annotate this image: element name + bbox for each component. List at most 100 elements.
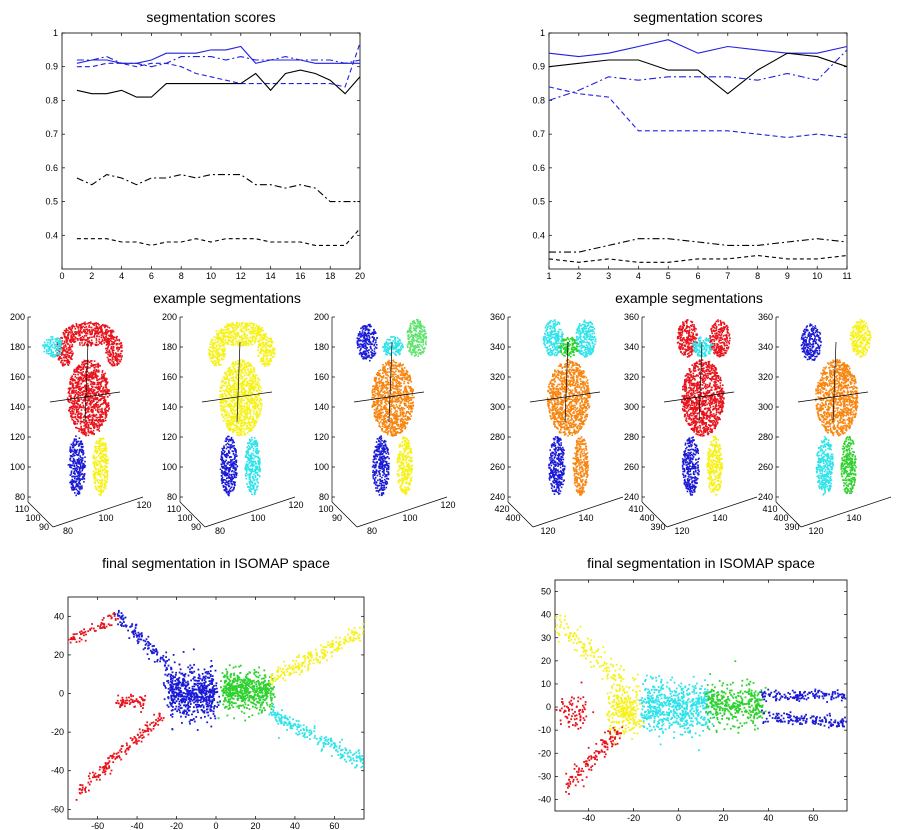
cloud-point xyxy=(103,467,106,470)
cloud-point xyxy=(91,423,93,425)
cloud-point xyxy=(104,444,106,447)
cloud-point xyxy=(231,411,234,414)
cloud-point xyxy=(228,329,230,332)
cloud-point xyxy=(224,469,227,471)
cloud-point xyxy=(253,418,255,421)
cloud-point xyxy=(217,335,219,337)
cloud-point xyxy=(79,337,81,340)
cloud-point xyxy=(84,339,87,341)
cloud-point xyxy=(235,340,237,343)
cloud-point xyxy=(256,449,259,452)
cloud-point xyxy=(105,347,107,350)
cloud-point xyxy=(231,450,234,452)
cloud-point xyxy=(229,480,232,483)
cloud-point xyxy=(76,396,79,399)
cloud-point xyxy=(216,348,218,351)
cloud-point xyxy=(235,323,238,325)
cloud-point xyxy=(72,486,74,488)
cloud-point xyxy=(87,385,90,387)
cloud-point xyxy=(254,441,256,444)
cloud-point xyxy=(95,402,97,405)
cloud-point xyxy=(107,360,110,362)
cloud-point xyxy=(69,388,71,390)
cloud-point xyxy=(104,400,107,403)
cloud-point xyxy=(84,431,87,434)
cloud-point xyxy=(100,483,102,486)
cloud-point xyxy=(226,325,229,327)
cloud-point xyxy=(78,365,80,367)
cloud-point xyxy=(94,343,96,346)
cloud-point xyxy=(246,422,249,424)
cloud-point xyxy=(99,410,102,413)
cloud-point xyxy=(224,394,227,396)
cloud-point xyxy=(96,488,98,491)
cloud-point xyxy=(218,364,220,366)
cloud-point xyxy=(83,473,86,475)
cloud-point xyxy=(254,327,257,329)
x-tick-label: 18 xyxy=(325,271,335,281)
cloud-point xyxy=(251,445,253,448)
cloud-point xyxy=(211,350,213,353)
cloud-point xyxy=(229,325,231,327)
cloud-point xyxy=(230,438,233,440)
cloud-point xyxy=(255,421,258,424)
cloud-point xyxy=(263,362,265,365)
cloud-point xyxy=(87,387,89,390)
cloud-point xyxy=(252,488,254,490)
cloud-point xyxy=(97,408,99,411)
cloud-point xyxy=(269,357,271,360)
cloud-point xyxy=(93,392,95,394)
cloud-point xyxy=(258,343,260,346)
cloud-point xyxy=(244,368,246,370)
cloud-point xyxy=(94,392,96,395)
cloud-point xyxy=(234,473,236,476)
cloud-point xyxy=(244,344,246,346)
cloud-point xyxy=(101,471,103,473)
cloud-point xyxy=(246,381,248,383)
cloud-point xyxy=(225,455,228,457)
cloud-point xyxy=(253,388,255,390)
cloud-point xyxy=(115,344,118,346)
cloud-point xyxy=(85,339,88,341)
cloud-point xyxy=(94,445,96,448)
cloud-point xyxy=(79,334,81,337)
cloud-point xyxy=(250,463,253,465)
cloud-point xyxy=(86,394,88,397)
cloud-point xyxy=(63,353,65,356)
cloud-point xyxy=(104,379,107,381)
cloud-point xyxy=(212,356,215,358)
cloud-point xyxy=(92,389,94,391)
cloud-point xyxy=(214,352,217,354)
cloud-point xyxy=(101,371,104,374)
cloud-point xyxy=(226,426,229,428)
cloud-point xyxy=(45,350,48,353)
cloud-point xyxy=(79,404,82,406)
cloud-point xyxy=(74,449,77,452)
cloud-point xyxy=(110,329,112,332)
cloud-point xyxy=(256,443,259,446)
cloud-point xyxy=(254,339,256,342)
cloud-point xyxy=(240,375,242,377)
cloud-point xyxy=(70,470,73,473)
cloud-point xyxy=(88,321,91,324)
cloud-point xyxy=(79,478,81,480)
cloud-point xyxy=(75,371,78,373)
cloud-point xyxy=(63,334,65,336)
cloud-point xyxy=(236,455,238,457)
cloud-point xyxy=(71,386,74,389)
cloud-point xyxy=(54,338,57,340)
cloud-point xyxy=(91,433,93,435)
cloud-point xyxy=(90,409,92,412)
cloud-point xyxy=(105,458,107,461)
cloud-point xyxy=(79,442,82,444)
cloud-point xyxy=(227,335,230,338)
z-tick-label: 200 xyxy=(10,312,25,322)
cloud-point xyxy=(88,337,90,339)
cloud-point xyxy=(71,476,74,478)
cloud-point xyxy=(402,372,404,374)
cloud-point xyxy=(251,328,253,330)
cloud-point xyxy=(101,456,103,458)
cloud-point xyxy=(258,384,261,387)
cloud-point xyxy=(229,388,232,390)
cloud-point xyxy=(252,417,254,419)
